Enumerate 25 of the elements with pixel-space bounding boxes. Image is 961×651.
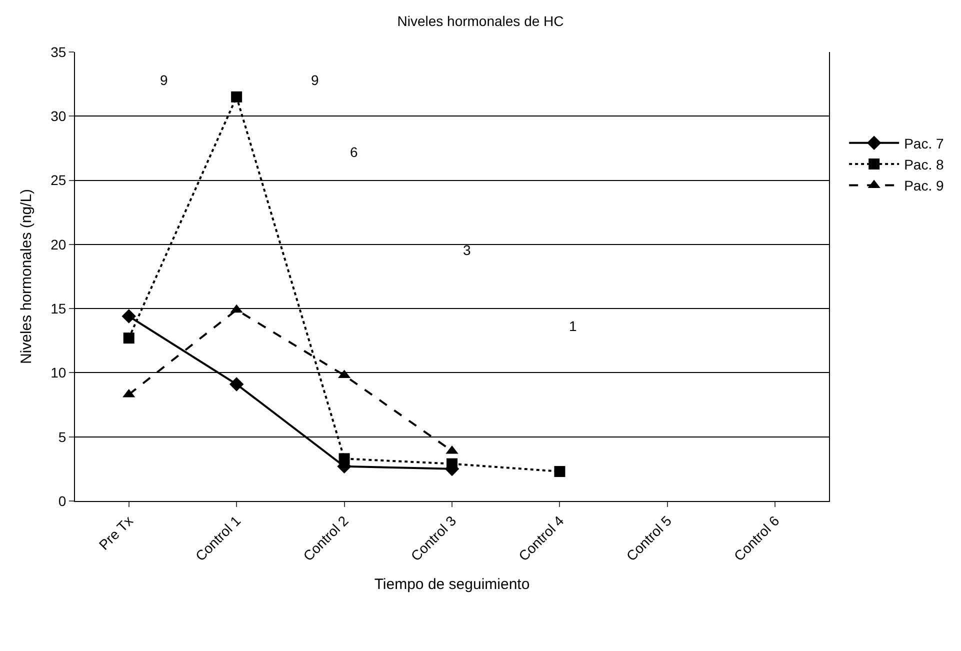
y-tick-label: 35 [50, 44, 66, 60]
annotation: 6 [350, 144, 358, 160]
point [123, 332, 134, 344]
y-tick-label: 10 [50, 364, 66, 381]
y-tick-label: 15 [50, 300, 66, 316]
annotation: 3 [463, 242, 471, 258]
legend-label: Pac. 9 [904, 178, 944, 194]
point [229, 377, 244, 392]
x-axis-title: Tiempo de seguimiento [374, 576, 530, 594]
y-tick-label: 30 [50, 108, 66, 124]
legend-label: Pac. 8 [904, 156, 944, 173]
point [554, 466, 566, 477]
x-tick-label: Pre Tx [96, 512, 136, 553]
chart-title: Niveles hormonales de HC [397, 13, 564, 30]
y-tick-label: 20 [50, 236, 66, 252]
annotation: 9 [311, 72, 319, 88]
point [122, 309, 136, 324]
y-axis-title: Niveles hormonales (ng/L) [18, 188, 35, 364]
y-tick-label: 25 [50, 172, 66, 188]
y-tick-label: 0 [58, 492, 66, 509]
y-tick-label: 5 [58, 428, 66, 445]
annotation: 1 [569, 318, 577, 334]
point [231, 91, 242, 102]
annotation: 9 [160, 72, 168, 88]
legend-label: Pac. 7 [904, 135, 944, 152]
